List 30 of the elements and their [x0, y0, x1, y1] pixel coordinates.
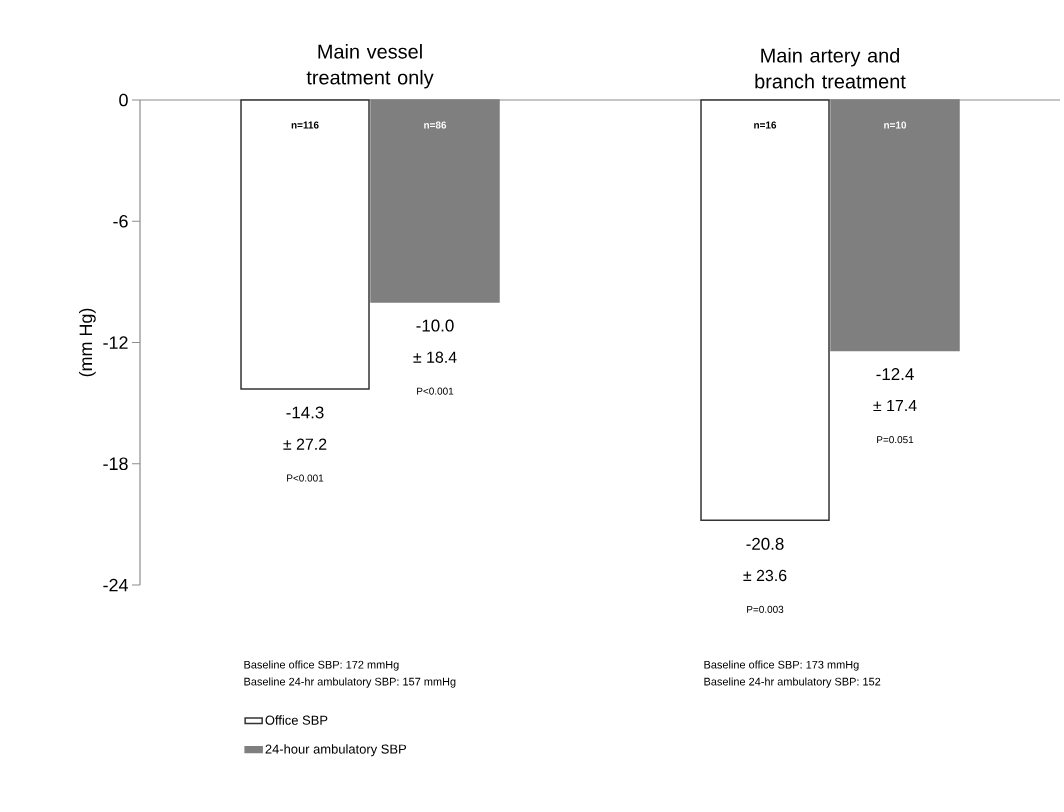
- annotation: ± 23.6: [743, 569, 787, 582]
- data-label: -10.0: [416, 319, 454, 332]
- annotation: n=16: [754, 121, 777, 129]
- annotation: ± 27.2: [283, 438, 327, 450]
- text: Baseline 24-hr ambulatory SBP: 157 mmHg: [244, 677, 456, 688]
- data-label: -14.3: [286, 406, 324, 419]
- annotation: P<0.001: [287, 474, 324, 482]
- y-tick-label: -6: [113, 214, 128, 228]
- annotation: n=86: [424, 121, 447, 129]
- text: Baseline office SBP: 172 mmHg: [244, 660, 399, 671]
- annotation: P<0.001: [417, 387, 454, 395]
- annotation: ± 17.4: [873, 400, 917, 412]
- text: Baseline office SBP: 173 mmHg: [704, 660, 859, 671]
- y-axis-title: (mm Hg): [79, 308, 96, 377]
- x-tick-label: Main artery and branch treatment: [755, 47, 906, 89]
- text: Baseline 24-hr ambulatory SBP: 152: [704, 677, 881, 688]
- annotation: P=0.051: [877, 436, 914, 444]
- annotation: n=116: [291, 121, 319, 129]
- y-tick-label: 0: [119, 93, 128, 107]
- legend-label: Office SBP: [265, 715, 328, 725]
- annotation: ± 18.4: [413, 351, 457, 363]
- annotation: n=10: [884, 121, 907, 129]
- y-tick-label: -18: [103, 457, 128, 471]
- legend-label: 24-hour ambulatory SBP: [265, 744, 406, 757]
- data-label: -12.4: [876, 368, 914, 380]
- data-label: -20.8: [746, 537, 784, 550]
- text: P=0.003: [747, 605, 784, 613]
- y-tick-label: -24: [103, 578, 128, 592]
- x-tick-label: Main vessel treatment only: [306, 44, 434, 89]
- y-tick-label: -12: [103, 336, 128, 349]
